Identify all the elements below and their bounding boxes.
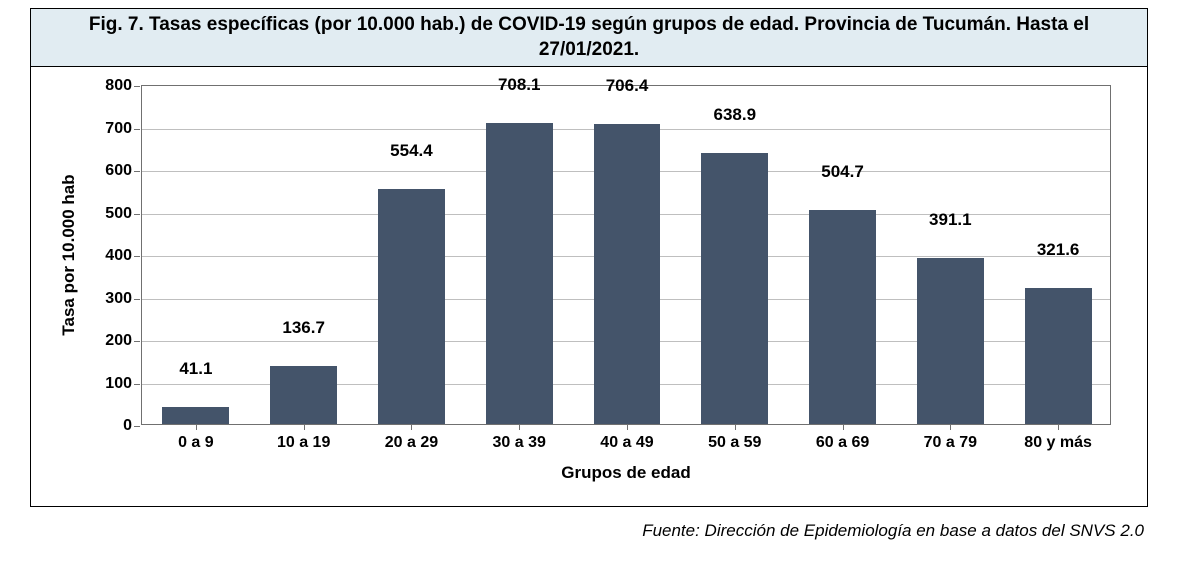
x-tick xyxy=(411,424,412,430)
bar xyxy=(1025,288,1092,425)
x-tick xyxy=(304,424,305,430)
y-tick-label: 600 xyxy=(105,162,132,180)
bar-value-label: 708.1 xyxy=(498,75,541,99)
y-tick xyxy=(134,171,140,172)
y-tick-label: 200 xyxy=(105,332,132,350)
bar-value-label: 136.7 xyxy=(282,318,325,342)
x-tick-label: 60 a 69 xyxy=(816,434,869,452)
x-tick-label: 30 a 39 xyxy=(493,434,546,452)
y-tick xyxy=(134,341,140,342)
bar xyxy=(594,124,661,424)
y-tick xyxy=(134,299,140,300)
y-tick-label: 300 xyxy=(105,290,132,308)
y-tick xyxy=(134,129,140,130)
bar xyxy=(162,407,229,424)
y-tick-label: 800 xyxy=(105,77,132,95)
x-tick xyxy=(627,424,628,430)
x-tick xyxy=(196,424,197,430)
y-tick xyxy=(134,426,140,427)
y-tick xyxy=(134,384,140,385)
bar-value-label: 41.1 xyxy=(179,359,212,383)
x-tick-label: 10 a 19 xyxy=(277,434,330,452)
y-tick xyxy=(134,256,140,257)
x-tick xyxy=(950,424,951,430)
bar-value-label: 321.6 xyxy=(1037,240,1080,264)
x-tick-label: 40 a 49 xyxy=(600,434,653,452)
y-tick-label: 0 xyxy=(123,417,132,435)
bar xyxy=(486,123,553,424)
bar-value-label: 706.4 xyxy=(606,76,649,100)
plot-area: 010020030040050060070080041.10 a 9136.71… xyxy=(141,85,1111,425)
x-tick-label: 80 y más xyxy=(1024,434,1092,452)
y-tick-label: 500 xyxy=(105,205,132,223)
y-tick-label: 100 xyxy=(105,375,132,393)
x-tick xyxy=(1058,424,1059,430)
chart-frame: 0 100 200 300 400 500 600 700 800 41.1 0 a 9 136.7 1… xyxy=(30,67,1148,507)
bar xyxy=(270,366,337,424)
x-tick-label: 50 a 59 xyxy=(708,434,761,452)
x-tick-label: 0 a 9 xyxy=(178,434,214,452)
bar-value-label: 391.1 xyxy=(929,210,972,234)
figure-source: Fuente: Dirección de Epidemiología en ba… xyxy=(30,507,1148,541)
x-tick-label: 20 a 29 xyxy=(385,434,438,452)
y-tick-label: 700 xyxy=(105,120,132,138)
x-tick-label: 70 a 79 xyxy=(924,434,977,452)
figure-title: Fig. 7. Tasas específicas (por 10.000 ha… xyxy=(30,8,1148,67)
bar-value-label: 504.7 xyxy=(821,162,864,186)
x-tick xyxy=(843,424,844,430)
bar xyxy=(701,153,768,425)
bar xyxy=(917,258,984,424)
bar-value-label: 638.9 xyxy=(713,105,756,129)
figure-wrapper: Fig. 7. Tasas específicas (por 10.000 ha… xyxy=(0,0,1178,541)
x-tick xyxy=(735,424,736,430)
bar-value-label: 554.4 xyxy=(390,141,433,165)
bar xyxy=(809,210,876,424)
y-axis-title: Tasa por 10.000 hab xyxy=(59,175,79,336)
x-axis-title: Grupos de edad xyxy=(561,463,690,483)
y-tick xyxy=(134,214,140,215)
y-tick-label: 400 xyxy=(105,247,132,265)
y-tick xyxy=(134,86,140,87)
bar xyxy=(378,189,445,425)
x-tick xyxy=(519,424,520,430)
